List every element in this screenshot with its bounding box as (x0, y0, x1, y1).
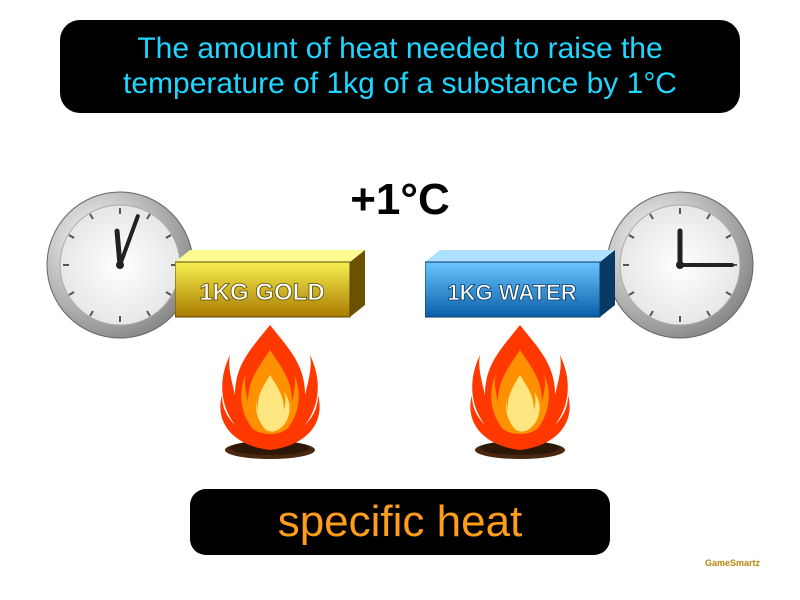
clock-right-svg (605, 190, 755, 340)
flame-icon-right (450, 310, 590, 460)
clock-left-svg (45, 190, 195, 340)
gold-block: 1KG GOLD (175, 250, 365, 320)
term-text: specific heat (190, 489, 610, 555)
clock-right (605, 190, 755, 340)
clock-left (45, 190, 195, 340)
delta-temperature-label: +1°C (350, 175, 450, 225)
water-block-svg: 1KG WATER (425, 250, 615, 320)
svg-text:1KG WATER: 1KG WATER (447, 280, 576, 305)
svg-text:1KG GOLD: 1KG GOLD (199, 279, 324, 306)
water-block: 1KG WATER (425, 250, 615, 320)
flame-icon-left (200, 310, 340, 460)
gold-block-svg: 1KG GOLD (175, 250, 365, 320)
definition-text: The amount of heat needed to raise the t… (60, 20, 740, 113)
flame-left-svg (200, 310, 340, 460)
watermark: GameSmartz (705, 558, 760, 568)
flame-right-svg (450, 310, 590, 460)
